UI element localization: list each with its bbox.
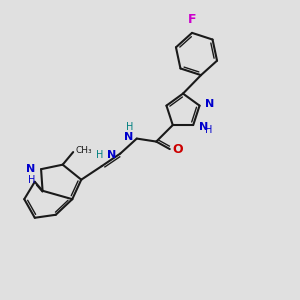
Text: N: N [124, 132, 133, 142]
Text: H: H [205, 125, 212, 136]
Text: N: N [199, 122, 208, 132]
Text: H: H [97, 150, 104, 160]
Text: N: N [26, 164, 36, 174]
Text: H: H [126, 122, 133, 132]
Text: CH₃: CH₃ [76, 146, 92, 155]
Text: N: N [106, 150, 116, 160]
Text: O: O [173, 142, 183, 156]
Text: N: N [205, 99, 214, 109]
Text: F: F [188, 13, 196, 26]
Text: H: H [28, 175, 36, 185]
